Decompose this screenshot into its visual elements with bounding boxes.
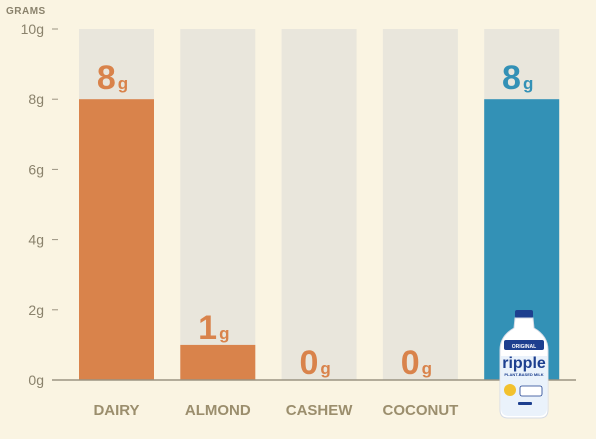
y-tick-label: 6g [28,161,44,177]
y-tick-label: 0g [28,372,44,388]
x-axis-labels: DAIRY ALMOND CASHEW COCONUT [93,402,458,419]
value-labels: 8 g 1 g 0 g 0 g 8 g [97,59,534,382]
y-axis-title: GRAMS [6,6,46,17]
x-category-label: COCONUT [382,402,458,419]
y-tick-label: 4g [28,232,44,248]
bar-track [180,29,256,380]
bar [79,99,154,380]
y-tick-label: 2g [28,302,44,318]
bar-track [281,29,357,380]
x-category-label: CASHEW [286,402,354,419]
y-tick-label: 10g [21,21,44,37]
bottle-subtext: PLANT-BASED MILK [504,372,543,377]
bar [180,344,256,380]
milk-bottle-icon: ORIGINAL ripple PLANT-BASED MILK [499,310,549,419]
x-category-label: DAIRY [93,402,139,419]
bottle-brand-text: ripple [502,355,546,372]
x-category-label: ALMOND [185,402,251,419]
bar-track [382,29,458,380]
bottle-variant-text: ORIGINAL [512,344,536,350]
y-axis-ticks: 0g 2g 4g 6g 8g 10g [21,21,58,388]
y-tick-label: 8g [28,91,44,107]
bar-tracks [79,29,560,380]
